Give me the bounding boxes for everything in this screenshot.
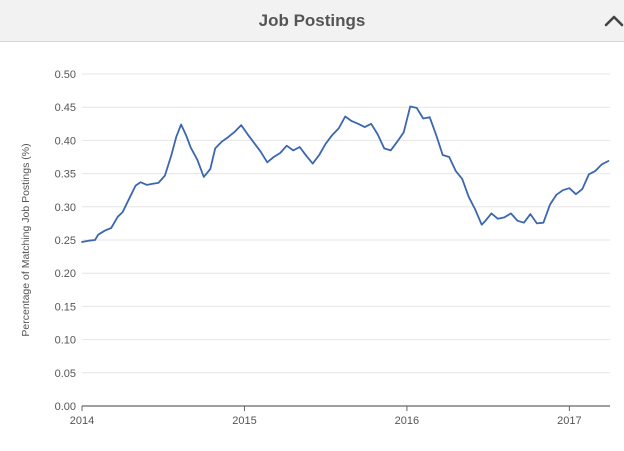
x-tick-label: 2016	[395, 415, 419, 427]
y-tick-label: 0.25	[55, 235, 76, 247]
y-tick-label: 0.35	[55, 169, 76, 181]
x-tick-label: 2017	[557, 415, 581, 427]
y-tick-label: 0.00	[55, 401, 76, 413]
series-line	[81, 105, 610, 243]
chevron-up-icon	[604, 15, 624, 27]
y-tick-label: 0.15	[55, 301, 76, 313]
panel-header[interactable]: Job Postings	[0, 0, 624, 42]
panel-title: Job Postings	[258, 11, 366, 30]
label-layer: 0.00 0.05 0.10 0.15 0.20 0.25 0.30 0.35 0.40 0.45…	[20, 69, 582, 427]
line-chart: 0.00 0.05 0.10 0.15 0.20 0.25 0.30 0.35 0.40 0.45…	[20, 69, 610, 427]
x-tick-label: 2014	[70, 415, 94, 427]
x-tick-label: 2015	[232, 415, 256, 427]
y-tick-label: 0.05	[55, 368, 76, 380]
axis-layer	[81, 405, 610, 411]
y-tick-label: 0.50	[55, 69, 76, 81]
y-tick-label: 0.45	[55, 102, 76, 114]
y-tick-label: 0.10	[55, 335, 76, 347]
collapse-toggle-button[interactable]	[602, 8, 624, 34]
y-axis-label: Percentage of Matching Job Postings (%)	[20, 143, 32, 336]
chart-area: 0.00 0.05 0.10 0.15 0.20 0.25 0.30 0.35 0.40 0.45…	[0, 42, 624, 446]
y-tick-label: 0.40	[55, 135, 76, 147]
series-layer	[81, 105, 610, 243]
y-tick-label: 0.20	[55, 268, 76, 280]
y-tick-label: 0.30	[55, 202, 76, 214]
grid-layer	[82, 73, 610, 374]
